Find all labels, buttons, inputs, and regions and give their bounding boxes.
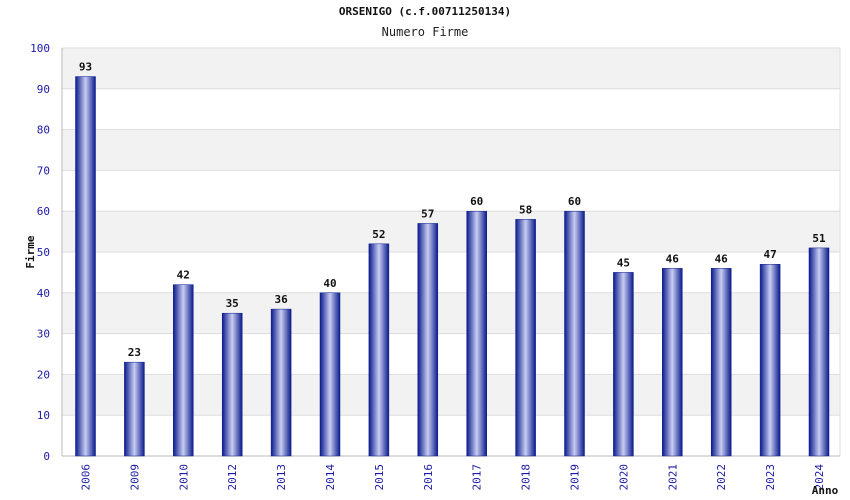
grid-band: [62, 211, 840, 252]
bar: [613, 272, 634, 457]
y-axis-label: Firme: [24, 235, 37, 268]
data-label: 52: [372, 228, 385, 241]
x-tick-label: 2015: [373, 464, 386, 491]
bar: [75, 76, 96, 457]
x-tick-label: 2017: [471, 464, 484, 491]
data-label: 35: [226, 297, 239, 310]
bar: [124, 361, 145, 457]
grid-band: [62, 129, 840, 171]
data-label: 93: [79, 61, 92, 74]
x-tick-label: 2020: [617, 464, 630, 491]
y-tick-label: 10: [37, 409, 50, 422]
x-tick-label: 2006: [80, 464, 93, 491]
x-tick-label: 2013: [275, 464, 288, 491]
y-tick-label: 100: [30, 42, 50, 55]
data-label: 58: [519, 203, 532, 216]
x-tick-label: 2016: [422, 464, 435, 491]
bar: [466, 210, 487, 457]
x-tick-label: 2023: [764, 464, 777, 491]
data-label: 46: [666, 252, 680, 265]
chart-title: ORSENIGO (c.f.00711250134): [338, 5, 512, 18]
x-tick-label: 2012: [226, 464, 239, 491]
y-tick-label: 20: [37, 368, 50, 381]
data-label: 23: [128, 346, 141, 359]
x-tick-label: 2024: [813, 464, 826, 491]
bar: [564, 210, 585, 457]
x-tick-label: 2021: [666, 464, 679, 491]
x-tick-label: 2019: [569, 464, 582, 491]
y-tick-label: 70: [37, 164, 50, 177]
bar: [417, 223, 439, 457]
bar: [710, 268, 732, 457]
data-label: 45: [617, 256, 630, 269]
y-tick-label: 50: [37, 246, 50, 259]
x-tick-label: 2010: [177, 464, 190, 491]
bars: 93 23 42 35 36 40 52 57 60 58 60 45 46 46 47 51: [75, 61, 830, 457]
data-label: 60: [470, 195, 483, 208]
x-axis-label: Anno: [812, 484, 839, 497]
data-label: 42: [177, 269, 190, 282]
x-tick-label: 2018: [520, 464, 533, 491]
bar: [319, 292, 341, 457]
y-tick-label: 80: [37, 124, 50, 137]
bar: [368, 243, 390, 457]
data-label: 40: [323, 277, 336, 290]
data-label: 51: [812, 232, 826, 245]
data-label: 47: [763, 248, 776, 261]
x-tick-label: 2014: [324, 464, 337, 491]
bar: [662, 268, 683, 457]
y-axis-ticks: 0 10 20 30 40 50 60 70 80 90 100: [30, 42, 50, 463]
y-tick-label: 40: [37, 287, 50, 300]
bar: [221, 312, 243, 457]
bar: [808, 247, 830, 457]
data-label: 36: [274, 293, 288, 306]
data-label: 60: [568, 195, 581, 208]
y-tick-label: 0: [43, 450, 50, 463]
y-tick-label: 30: [37, 328, 50, 341]
bar: [270, 308, 292, 457]
plot-background: [61, 47, 841, 457]
bar: [173, 284, 194, 457]
grid-band: [62, 48, 840, 89]
y-tick-label: 60: [37, 205, 50, 218]
data-label: 57: [421, 207, 434, 220]
bar: [515, 219, 536, 457]
data-label: 46: [715, 252, 729, 265]
y-tick-label: 90: [37, 83, 50, 96]
x-axis-ticks: 2006 2009 2010 2012 2013 2014 2015 2016 2017 2018…: [80, 464, 827, 491]
x-tick-label: 2009: [128, 464, 141, 491]
chart-subtitle: Numero Firme: [381, 25, 469, 39]
bar: [759, 263, 781, 457]
x-tick-label: 2022: [715, 464, 728, 491]
